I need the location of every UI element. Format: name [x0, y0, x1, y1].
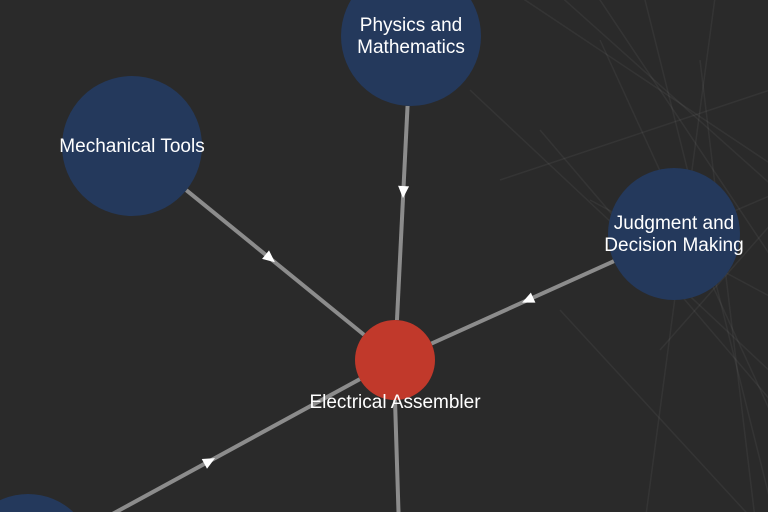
node-label-physics: Physics andMathematics: [357, 15, 465, 58]
node-center[interactable]: [355, 320, 435, 400]
node-label-mech: Mechanical Tools: [59, 136, 204, 157]
node-label-center: Electrical Assembler: [309, 392, 481, 413]
node-label-judg: Judgment andDecision Making: [604, 213, 743, 256]
node-judg[interactable]: [608, 168, 740, 300]
